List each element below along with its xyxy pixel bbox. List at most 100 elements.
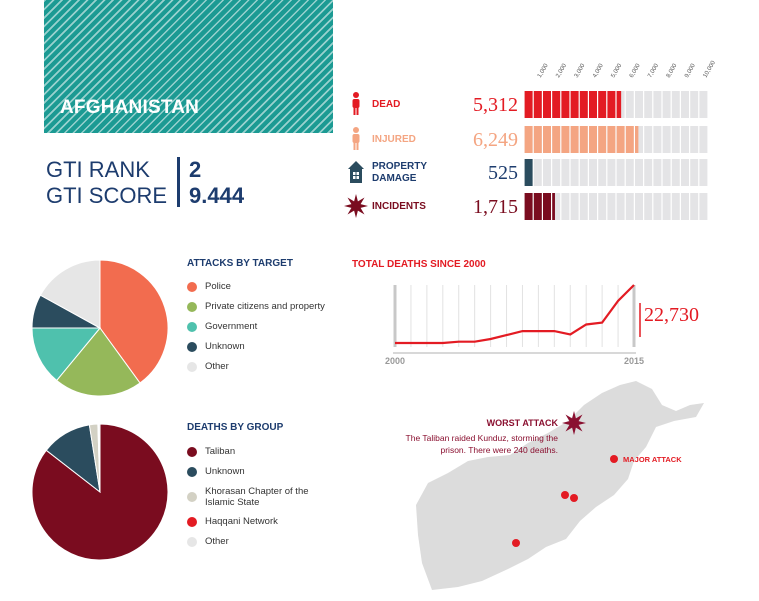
stat-bar-segment — [635, 126, 639, 153]
stat-label: DEAD — [372, 99, 400, 110]
legend-label: Unknown — [205, 466, 245, 477]
stat-value: 5,312 — [473, 94, 518, 116]
legend-label: Taliban — [205, 446, 236, 457]
stat-bar-segment — [607, 91, 616, 118]
stat-bar-segment — [616, 126, 625, 153]
stat-label: INJURED — [372, 134, 416, 145]
stat-bar-segment — [598, 126, 607, 153]
bar-track-segment — [671, 91, 680, 118]
bar-track-segment — [681, 159, 689, 186]
legend-swatch — [187, 516, 197, 527]
country-banner — [44, 0, 333, 133]
stat-bar-segment — [524, 91, 533, 118]
scale-tick-label: 6,000 — [629, 62, 642, 79]
bar-track-segment — [653, 193, 662, 220]
legend-swatch — [187, 446, 197, 457]
stat-bar-segment — [552, 126, 561, 153]
person-icon — [352, 92, 360, 115]
attacks-by-target-title: ATTACKS BY TARGET — [187, 258, 293, 269]
stat-label: INCIDENTS — [372, 201, 426, 212]
scale-tick-label: 2,000 — [555, 62, 568, 79]
worst-attack-marker — [562, 411, 586, 435]
legend-swatch — [187, 301, 197, 312]
bar-track-segment — [635, 91, 643, 118]
legend-swatch — [187, 536, 197, 547]
legend-item: Police — [187, 281, 337, 292]
stat-bar-segment — [552, 193, 555, 220]
pie-slice — [55, 327, 141, 397]
legend-swatch — [187, 361, 197, 372]
bar-track-segment — [616, 159, 625, 186]
gti-score-value: 9.444 — [189, 183, 245, 208]
bar-track-segment — [699, 159, 708, 186]
legend-label: Unknown — [205, 341, 245, 352]
legend-item: Haqqani Network — [187, 516, 337, 527]
stat-bar-segment — [524, 126, 533, 153]
scale-tick-label: 4,000 — [592, 62, 605, 79]
stat-value: 525 — [488, 162, 518, 184]
bar-track-segment — [644, 91, 653, 118]
stat-bar-segment — [589, 91, 597, 118]
attacks-by-target-pie — [31, 259, 169, 397]
bar-track-segment — [690, 193, 699, 220]
stat-value: 1,715 — [473, 196, 518, 218]
bar-track-segment — [662, 91, 671, 118]
pie-slice — [39, 259, 101, 329]
bar-track-segment — [699, 126, 708, 153]
stat-bar-segment — [533, 193, 542, 220]
bar-track-segment — [699, 91, 708, 118]
bar-track-segment — [607, 159, 616, 186]
bar-track-segment — [644, 193, 653, 220]
legend-label: Other — [205, 536, 229, 547]
major-attack-marker — [512, 539, 520, 547]
bar-track-segment — [662, 126, 671, 153]
legend-swatch — [187, 492, 197, 502]
stat-bar-segment — [616, 91, 622, 118]
house-icon — [348, 161, 364, 183]
scale-tick-label: 3,000 — [574, 62, 587, 79]
stat-bar-segment — [561, 126, 570, 153]
pie-slice — [98, 423, 101, 493]
bar-track-segment — [589, 159, 597, 186]
stat-bar-segment — [533, 91, 542, 118]
stat-bar — [524, 159, 533, 186]
x-end-label: 2015 — [624, 356, 644, 366]
legend-label: Khorasan Chapter of the Islamic State — [205, 486, 309, 508]
worst-attack-title: WORST ATTACK — [487, 418, 559, 428]
stat-bar-segment — [598, 91, 607, 118]
major-attack-marker — [561, 491, 569, 499]
stat-bar-segment — [552, 91, 561, 118]
bar-track-segment — [681, 91, 689, 118]
legend-item: Khorasan Chapter of the Islamic State — [187, 486, 337, 508]
scale-tick-label: 1,000 — [537, 62, 550, 79]
stat-bar-segment — [579, 126, 588, 153]
total-deaths-line — [395, 284, 635, 345]
stat-bar — [524, 126, 639, 153]
bar-track-segment — [589, 193, 597, 220]
stat-bar-segment — [543, 193, 551, 220]
afghanistan-map: WORST ATTACK The Taliban raided Kunduz, s… — [406, 381, 704, 590]
bar-track-segment — [543, 159, 551, 186]
major-attack-marker — [570, 494, 578, 502]
stat-bar-segment — [570, 126, 579, 153]
bar-track-segment — [552, 193, 561, 220]
pie-slice — [99, 259, 169, 384]
bar-track-segment — [653, 91, 662, 118]
end-value: 22,730 — [644, 304, 699, 326]
bar-track-segment — [570, 193, 579, 220]
worst-attack-description: prison. There were 240 deaths. — [441, 445, 559, 455]
bar-track-segment — [635, 193, 643, 220]
scale-tick-label: 7,000 — [647, 62, 660, 79]
legend-item: Other — [187, 361, 337, 372]
bar-track-segment — [579, 159, 588, 186]
legend-item: Taliban — [187, 446, 337, 457]
legend-item: Unknown — [187, 466, 337, 477]
bar-track-segment — [635, 159, 643, 186]
bar-track-segment — [533, 159, 542, 186]
legend-swatch — [187, 341, 197, 352]
legend-item: Government — [187, 321, 337, 332]
line-chart-title: TOTAL DEATHS SINCE 2000 — [352, 259, 486, 270]
legend-label: Haqqani Network — [205, 516, 278, 527]
afghanistan-landmass — [416, 381, 704, 590]
explosion-icon — [344, 194, 368, 218]
